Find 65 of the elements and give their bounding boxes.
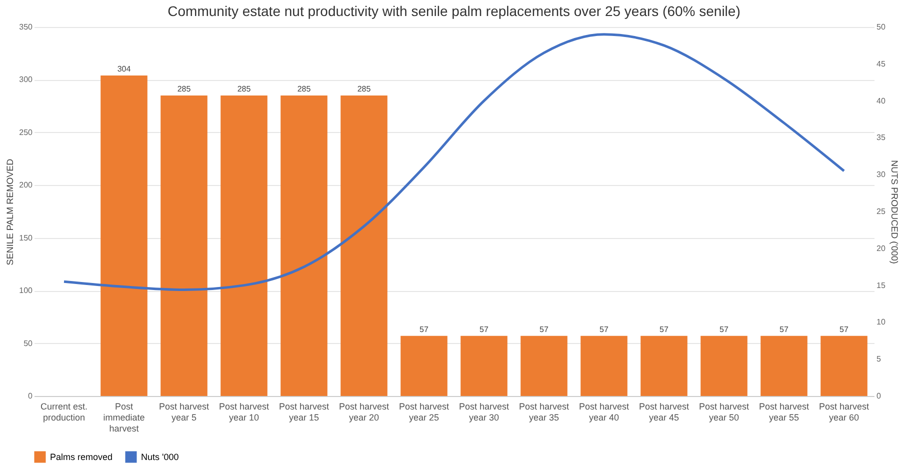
- y2-tick-label: 20: [876, 244, 886, 253]
- bar: [820, 336, 868, 396]
- data-label: 57: [420, 324, 429, 334]
- y-tick-label: 0: [28, 392, 34, 400]
- data-label: 285: [357, 84, 372, 94]
- line-series: [62, 33, 846, 291]
- y2-tick-label: 40: [876, 96, 886, 106]
- data-label: 57: [780, 324, 789, 334]
- x-tick-label: Post harvest year 50: [698, 402, 750, 422]
- y2-tick-label: 15: [876, 280, 886, 290]
- y2-tick-label: 35: [876, 133, 886, 142]
- x-tick-label: Post harvest year 40: [578, 402, 630, 422]
- bar: [160, 96, 208, 396]
- x-tick-label: Post harvest year 35: [518, 402, 570, 422]
- y2-tick-label: 5: [876, 354, 882, 364]
- bar: [580, 336, 628, 396]
- bar: [520, 336, 568, 396]
- x-tick-label: Post harvest year 55: [758, 402, 810, 422]
- bar: [640, 336, 688, 396]
- legend-label: Palms removed: [50, 452, 113, 462]
- y2-tick-label: 30: [876, 170, 886, 180]
- data-label: 304: [117, 64, 132, 74]
- y-tick-label: 300: [19, 75, 34, 84]
- bar: [700, 336, 748, 396]
- y-tick-label: 200: [19, 180, 34, 190]
- data-label: 57: [540, 324, 549, 334]
- y2-tick-label: 0: [876, 392, 882, 400]
- x-tick-label: Post harvest year 60: [818, 402, 870, 422]
- data-label: 285: [297, 84, 312, 94]
- y2-tick-label: 45: [876, 59, 886, 68]
- data-label: 57: [660, 324, 669, 334]
- y-tick-label: 50: [24, 338, 34, 348]
- x-tick-label: Post harvest year 30: [458, 402, 510, 422]
- y2-tick-label: 50: [876, 22, 886, 32]
- data-label: 285: [177, 84, 192, 94]
- x-tick-label: Post harvest year 25: [398, 402, 450, 422]
- y2-tick-label: 25: [876, 207, 886, 216]
- x-tick-label: Post harvest year 15: [278, 402, 330, 422]
- data-label: 57: [480, 324, 489, 334]
- bar: [280, 96, 328, 396]
- bar: [760, 336, 808, 396]
- x-tick-label: Current est. production: [40, 402, 88, 422]
- bar: [340, 96, 388, 396]
- y2-tick-label: 10: [876, 318, 886, 327]
- data-label: 285: [237, 84, 252, 94]
- data-label: 57: [600, 324, 609, 334]
- bar: [460, 336, 508, 396]
- x-tick-label: Post harvest year 20: [338, 402, 390, 422]
- bar: [400, 336, 448, 396]
- data-label: 57: [720, 324, 729, 334]
- y-axis-title: SENILE PALM REMOVED: [5, 158, 16, 266]
- y-tick-label: 100: [19, 286, 34, 296]
- y2-axis-title: NUTS PRODUCED ('000): [889, 160, 900, 264]
- legend-label: Nuts '000: [141, 452, 179, 462]
- chart-title: Community estate nut productivity with senile palm replacements over 25 years (60% senile): [168, 3, 740, 19]
- x-tick-label: Post immediate harvest: [103, 402, 145, 434]
- x-tick-label: Post harvest year 45: [638, 402, 690, 422]
- x-tick-label: Post harvest year 5: [158, 402, 210, 422]
- x-tick-label: Post harvest year 10: [218, 402, 270, 422]
- y-tick-label: 350: [19, 22, 34, 32]
- bar: [100, 75, 148, 396]
- data-label: 57: [840, 324, 849, 334]
- y-tick-label: 150: [19, 233, 34, 242]
- y-tick-label: 250: [19, 128, 34, 137]
- bar: [220, 96, 268, 396]
